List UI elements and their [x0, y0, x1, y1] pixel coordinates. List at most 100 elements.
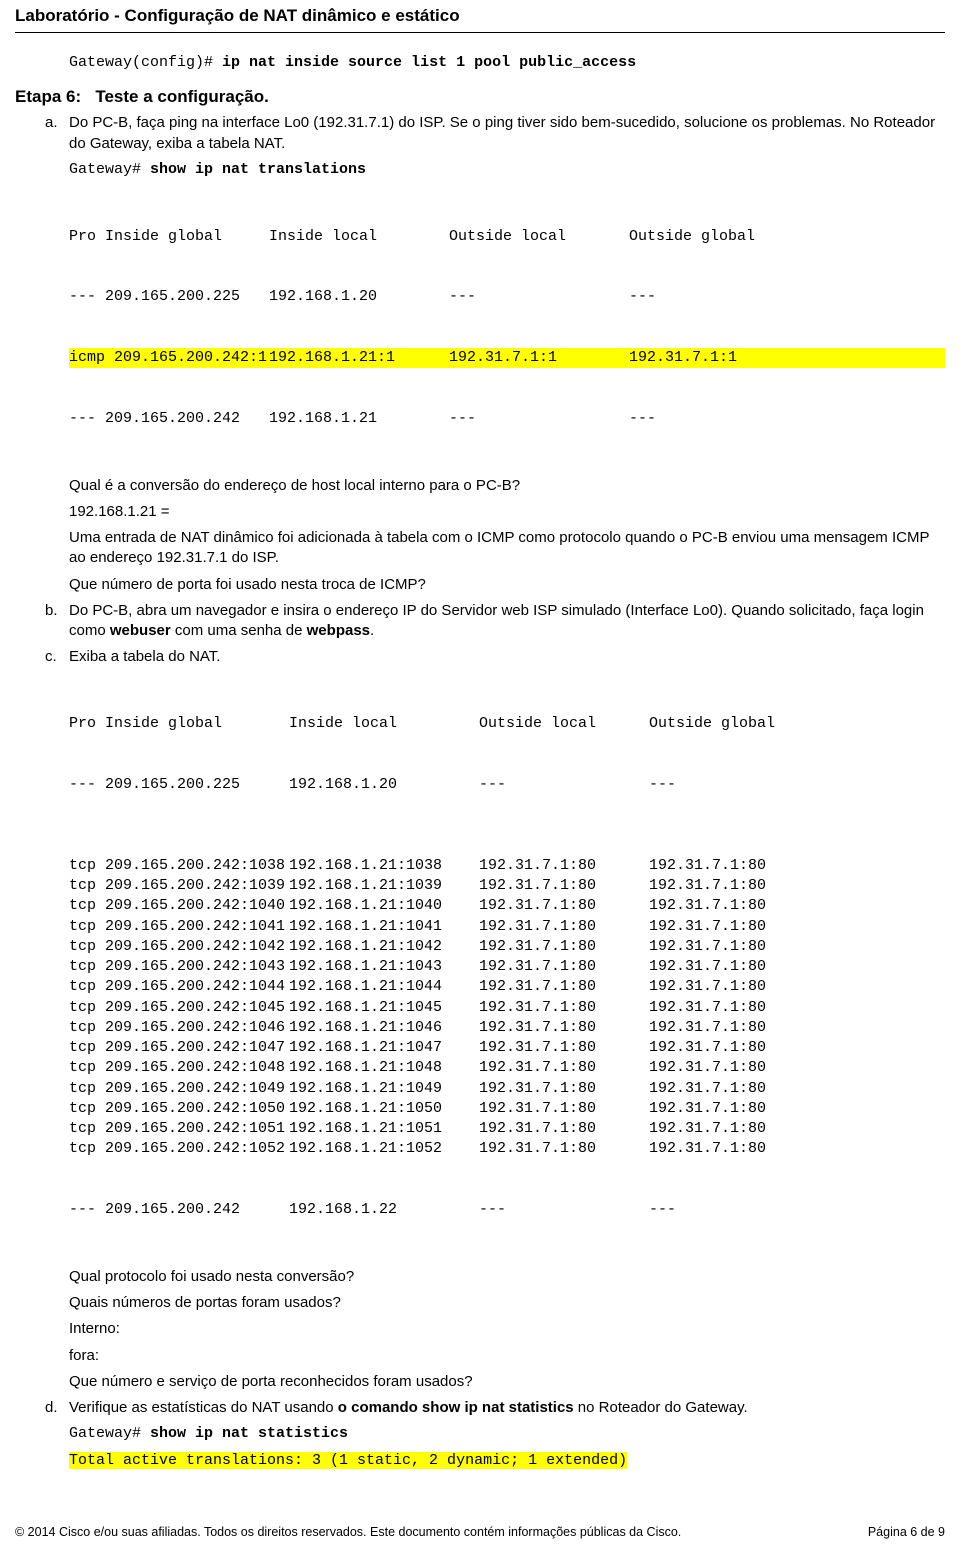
- a-q1a: 192.168.1.21 =: [69, 502, 945, 522]
- nat2-last-c1: --- 209.165.200.242: [69, 1200, 289, 1220]
- nat2-cell: 192.31.7.1:80: [649, 876, 799, 896]
- nat2-cell: tcp 209.165.200.242:1039: [69, 876, 289, 896]
- nat2-row: tcp 209.165.200.242:1044192.168.1.21:104…: [69, 977, 945, 997]
- nat2-cell: tcp 209.165.200.242:1044: [69, 977, 289, 997]
- nat1-h-c4: Outside global: [629, 227, 809, 247]
- nat2-h-c3: Outside local: [479, 714, 649, 734]
- nat2-cell: tcp 209.165.200.242:1041: [69, 917, 289, 937]
- nat2-cell: 192.31.7.1:80: [649, 977, 799, 997]
- d-cmd-text: show ip nat statistics: [150, 1425, 348, 1442]
- nat2-cell: 192.168.1.21:1051: [289, 1119, 479, 1139]
- b-t2: com uma senha de: [171, 622, 307, 639]
- nat2-cell: 192.31.7.1:80: [479, 998, 649, 1018]
- nat2-cell: 192.168.1.21:1042: [289, 937, 479, 957]
- nat-table-2: Pro Inside global Inside local Outside l…: [69, 674, 945, 1261]
- nat2-cell: 192.168.1.21:1043: [289, 957, 479, 977]
- nat1-r2-c4: 192.31.7.1:1: [629, 348, 809, 368]
- nat1-header: Pro Inside global Inside local Outside l…: [69, 227, 945, 247]
- nat2-first-c1: --- 209.165.200.225: [69, 775, 289, 795]
- nat1-r1-c2: 192.168.1.20: [269, 287, 449, 307]
- nat1-r2-c1: icmp 209.165.200.242:1: [69, 348, 269, 368]
- nat2-cell: tcp 209.165.200.242:1045: [69, 998, 289, 1018]
- nat2-row: tcp 209.165.200.242:1049192.168.1.21:104…: [69, 1079, 945, 1099]
- b-webuser: webuser: [110, 622, 171, 639]
- nat2-cell: tcp 209.165.200.242:1043: [69, 957, 289, 977]
- nat2-cell: tcp 209.165.200.242:1040: [69, 896, 289, 916]
- a-p2: Uma entrada de NAT dinâmico foi adiciona…: [69, 528, 945, 569]
- nat2-last: --- 209.165.200.242 192.168.1.22 --- ---: [69, 1200, 945, 1220]
- nat2-cell: tcp 209.165.200.242:1050: [69, 1099, 289, 1119]
- a-q2: Que número de porta foi usado nesta troc…: [69, 575, 945, 595]
- nat2-cell: 192.168.1.21:1046: [289, 1018, 479, 1038]
- nat2-row: tcp 209.165.200.242:1046192.168.1.21:104…: [69, 1018, 945, 1038]
- nat2-cell: 192.31.7.1:80: [649, 856, 799, 876]
- nat2-row: tcp 209.165.200.242:1042192.168.1.21:104…: [69, 937, 945, 957]
- document-title: Laboratório - Configuração de NAT dinâmi…: [15, 0, 945, 33]
- nat2-cell: tcp 209.165.200.242:1049: [69, 1079, 289, 1099]
- nat2-row: tcp 209.165.200.242:1045192.168.1.21:104…: [69, 998, 945, 1018]
- nat2-row: tcp 209.165.200.242:1051192.168.1.21:105…: [69, 1119, 945, 1139]
- item-d-marker: d.: [45, 1398, 69, 1418]
- item-a: a. Do PC-B, faça ping na interface Lo0 (…: [45, 113, 945, 154]
- nat2-row: tcp 209.165.200.242:1038192.168.1.21:103…: [69, 856, 945, 876]
- item-b: b. Do PC-B, abra um navegador e insira o…: [45, 601, 945, 642]
- intro-cmd-text: ip nat inside source list 1 pool public_…: [222, 54, 636, 71]
- nat2-cell: 192.31.7.1:80: [479, 896, 649, 916]
- nat2-cell: 192.31.7.1:80: [649, 1139, 799, 1159]
- nat2-first-c2: 192.168.1.20: [289, 775, 479, 795]
- nat2-first-c3: ---: [479, 775, 649, 795]
- nat2-header: Pro Inside global Inside local Outside l…: [69, 714, 945, 734]
- nat1-h-c2: Inside local: [269, 227, 449, 247]
- nat2-cell: 192.168.1.21:1049: [289, 1079, 479, 1099]
- b-webpass: webpass: [307, 622, 370, 639]
- intro-prompt: Gateway(config)#: [69, 54, 222, 71]
- nat1-r3-c2: 192.168.1.21: [269, 409, 449, 429]
- nat-table-1: Pro Inside global Inside local Outside l…: [69, 186, 945, 470]
- nat2-cell: 192.31.7.1:80: [479, 1058, 649, 1078]
- nat2-cell: 192.31.7.1:80: [649, 1079, 799, 1099]
- nat2-cell: 192.168.1.21:1045: [289, 998, 479, 1018]
- nat2-cell: 192.31.7.1:80: [649, 896, 799, 916]
- cmd-prompt: Gateway#: [69, 161, 150, 178]
- cmd-show-nat-stats: Gateway# show ip nat statistics: [69, 1424, 945, 1444]
- nat2-h-c1: Pro Inside global: [69, 714, 289, 734]
- nat2-cell: 192.168.1.21:1040: [289, 896, 479, 916]
- item-c: c. Exiba a tabela do NAT.: [45, 647, 945, 667]
- nat1-h-c1: Pro Inside global: [69, 227, 269, 247]
- nat2-cell: tcp 209.165.200.242:1051: [69, 1119, 289, 1139]
- nat2-cell: 192.31.7.1:80: [479, 957, 649, 977]
- nat2-cell: 192.31.7.1:80: [649, 937, 799, 957]
- d-t2: no Roteador do Gateway.: [574, 1399, 748, 1416]
- c-q1: Qual protocolo foi usado nesta conversão…: [69, 1267, 945, 1287]
- nat2-row: tcp 209.165.200.242:1048192.168.1.21:104…: [69, 1058, 945, 1078]
- nat2-cell: 192.31.7.1:80: [479, 1038, 649, 1058]
- nat2-h-c4: Outside global: [649, 714, 799, 734]
- nat2-cell: 192.168.1.21:1050: [289, 1099, 479, 1119]
- nat1-r3-c4: ---: [629, 409, 809, 429]
- nat2-cell: 192.31.7.1:80: [479, 977, 649, 997]
- nat2-cell: 192.31.7.1:80: [649, 998, 799, 1018]
- nat2-cell: tcp 209.165.200.242:1048: [69, 1058, 289, 1078]
- nat1-r3: --- 209.165.200.242 192.168.1.21 --- ---: [69, 409, 945, 429]
- item-d-text: Verifique as estatísticas do NAT usando …: [69, 1398, 945, 1418]
- nat2-cell: tcp 209.165.200.242:1047: [69, 1038, 289, 1058]
- footer-left: © 2014 Cisco e/ou suas afiliadas. Todos …: [15, 1525, 681, 1539]
- item-d: d. Verifique as estatísticas do NAT usan…: [45, 1398, 945, 1418]
- nat2-cell: 192.31.7.1:80: [479, 1099, 649, 1119]
- nat1-r1-c4: ---: [629, 287, 809, 307]
- nat2-last-c4: ---: [649, 1200, 799, 1220]
- nat2-cell: 192.31.7.1:80: [479, 937, 649, 957]
- nat2-last-c3: ---: [479, 1200, 649, 1220]
- item-b-text: Do PC-B, abra um navegador e insira o en…: [69, 601, 945, 642]
- step-label: Etapa 6:: [15, 87, 81, 106]
- nat1-r2-c2: 192.168.1.21:1: [269, 348, 449, 368]
- nat2-cell: 192.168.1.21:1048: [289, 1058, 479, 1078]
- item-a-marker: a.: [45, 113, 69, 154]
- nat2-cell: tcp 209.165.200.242:1038: [69, 856, 289, 876]
- nat1-r2-highlighted: icmp 209.165.200.242:1 192.168.1.21:1 19…: [69, 348, 945, 368]
- nat2-cell: 192.168.1.21:1047: [289, 1038, 479, 1058]
- nat2-cell: 192.31.7.1:80: [649, 1058, 799, 1078]
- nat2-cell: 192.31.7.1:80: [479, 1119, 649, 1139]
- nat2-row: tcp 209.165.200.242:1040192.168.1.21:104…: [69, 896, 945, 916]
- nat2-row: tcp 209.165.200.242:1043192.168.1.21:104…: [69, 957, 945, 977]
